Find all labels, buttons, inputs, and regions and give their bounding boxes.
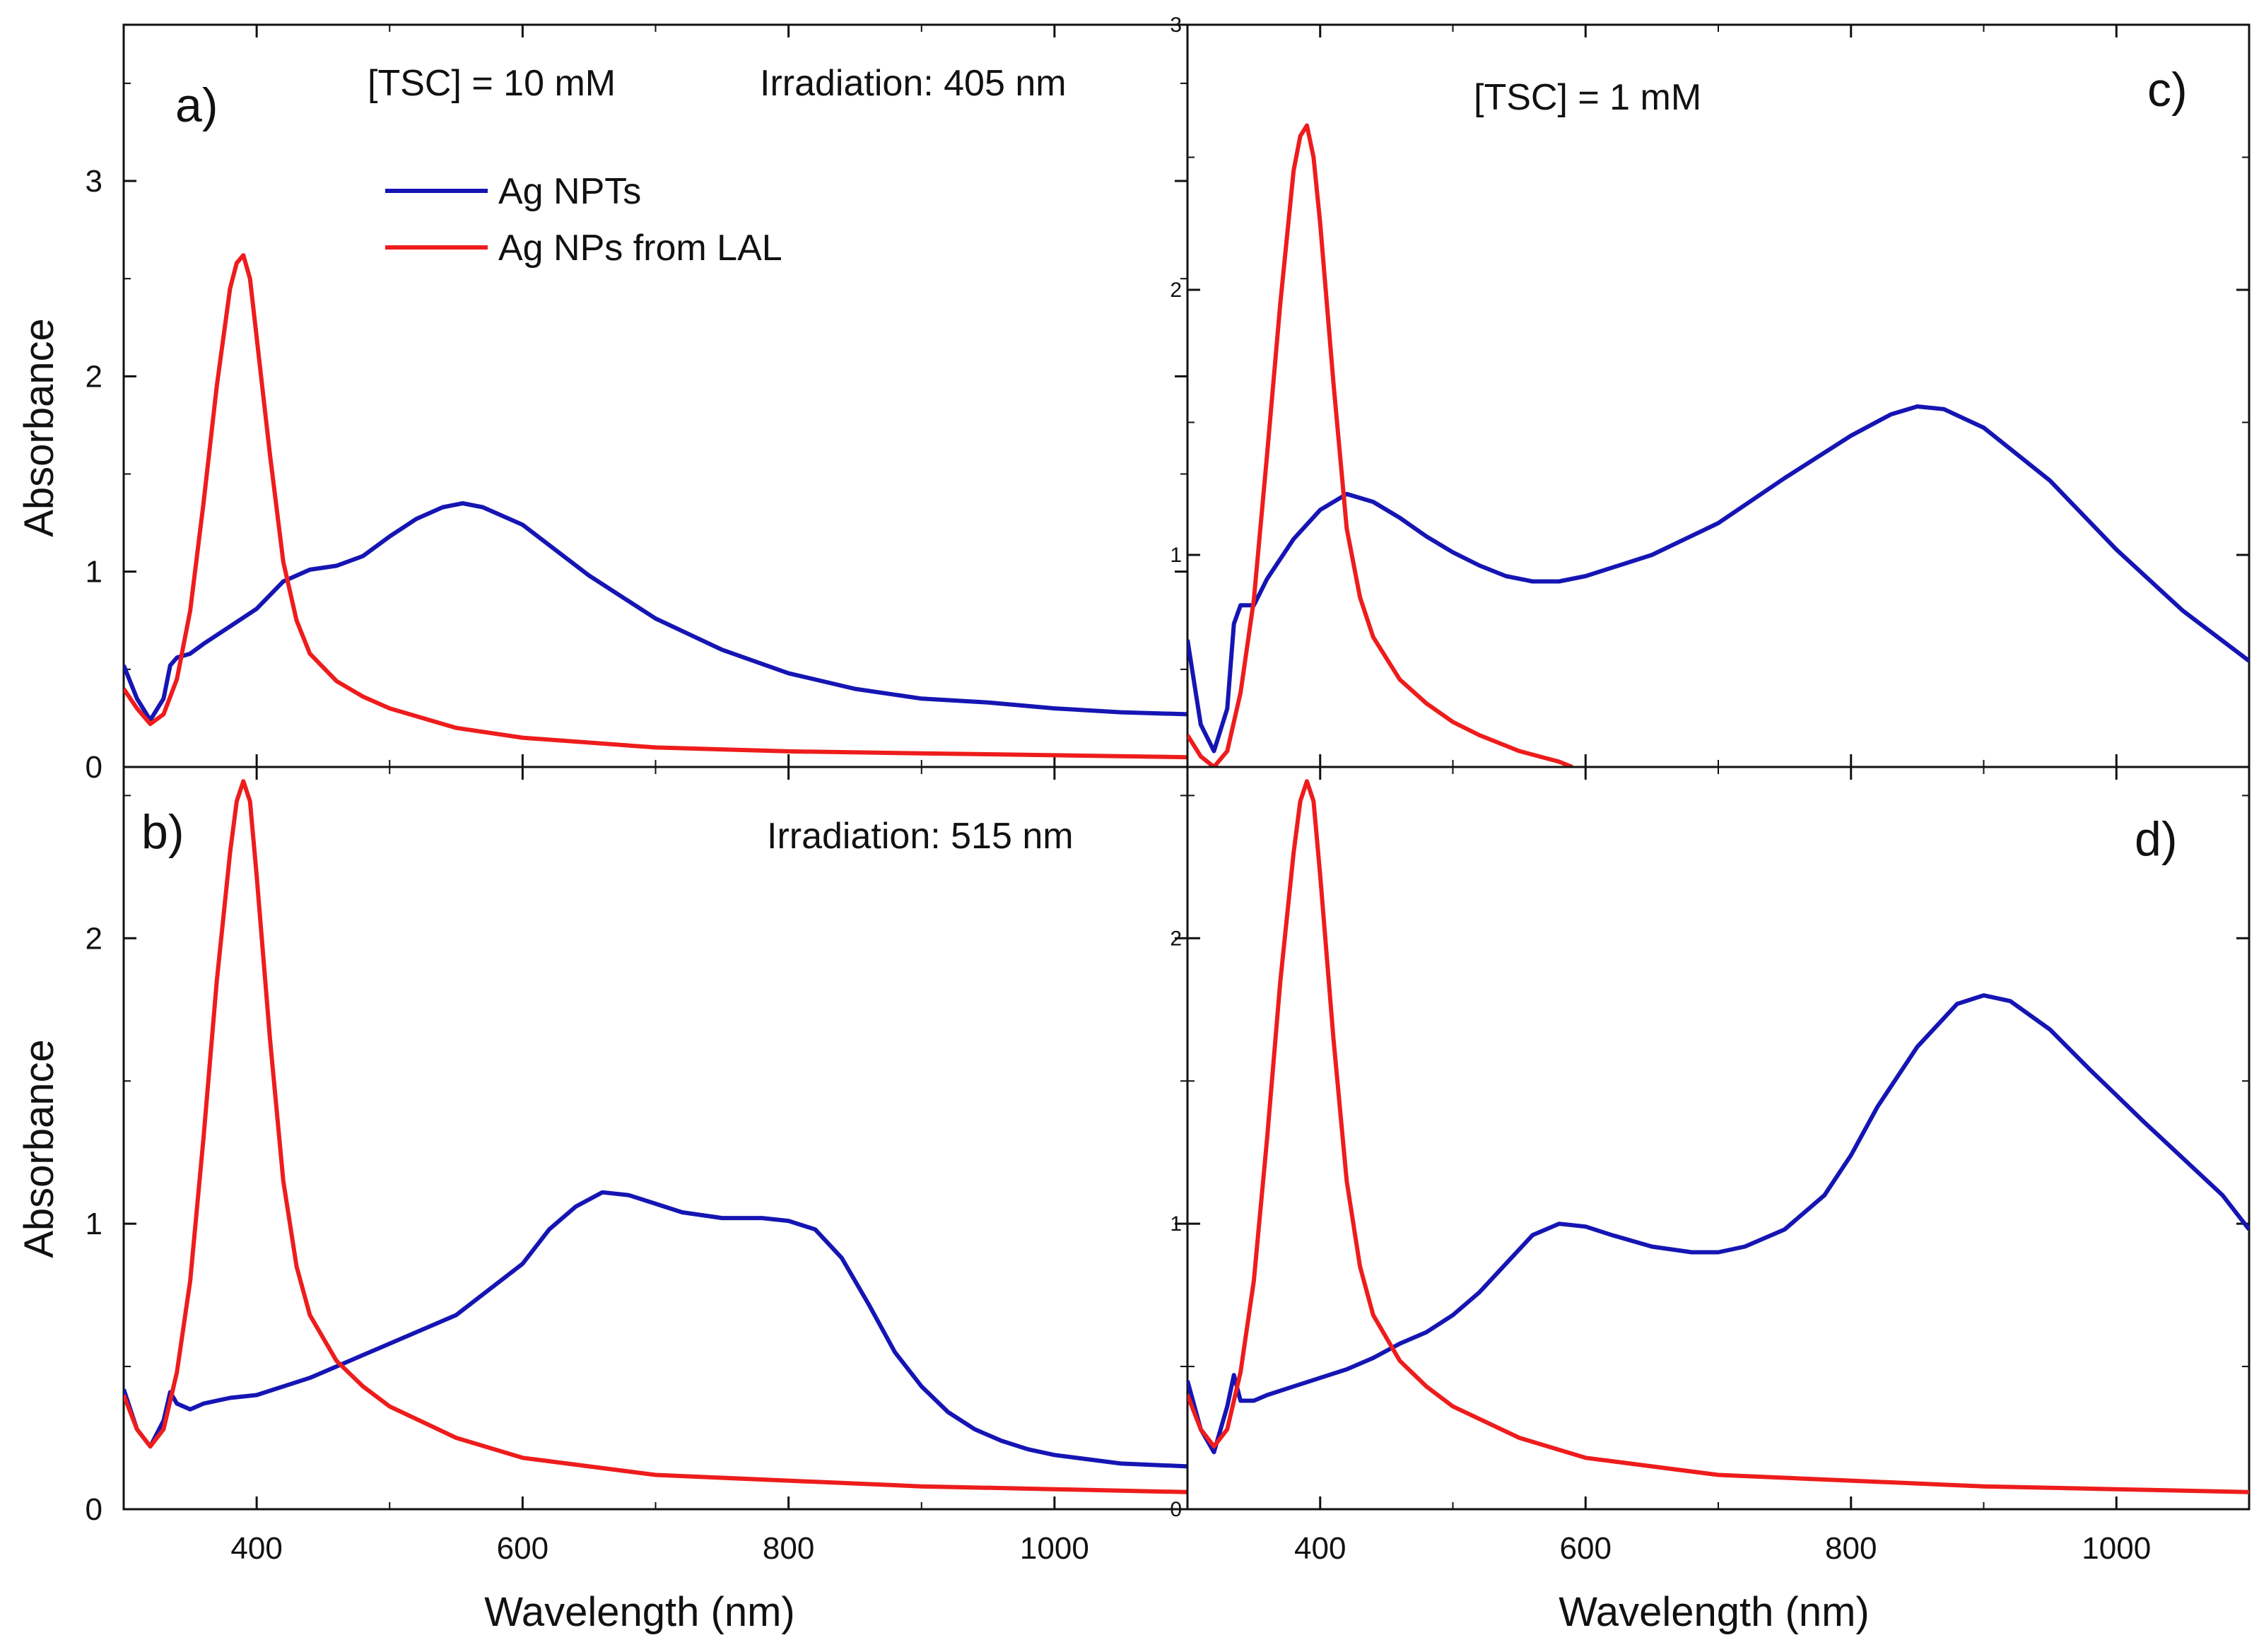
annotation-irradiation-405: Irradiation: 405 nm [760, 63, 1067, 104]
x-tick-label: 800 [1825, 1531, 1877, 1566]
series-line-ag-nps-from-lal [1187, 123, 1573, 767]
plot-frame [1186, 23, 2251, 768]
x-tick-label: 800 [763, 1531, 814, 1566]
panel-c: 1 2 3 [1170, 13, 2251, 768]
annotation-tsc-1mm: [TSC] = 1 mM [1474, 77, 1701, 118]
panel-b: 400 600 800 1000 0 1 2 [86, 766, 1189, 1566]
panels-layer: 0 1 2 3 1 2 3 400 600 800 1000 0 1 2 400 600 800 1000 0 1 2 [86, 13, 2251, 1566]
plot-frame [1186, 766, 2251, 1511]
series-line-ag-nps-from-lal [124, 253, 1187, 760]
plot-frame [122, 766, 1189, 1511]
y-axis-title-bottom: Absorbance [16, 1039, 62, 1258]
y-tick-label: 2 [86, 359, 102, 394]
series-line-ag-npts [124, 501, 1187, 722]
plot-frame [122, 23, 1189, 768]
series-line-ag-npts [1187, 993, 2249, 1455]
x-tick-label: 600 [1560, 1531, 1612, 1566]
y-tick-label: 3 [86, 164, 102, 199]
x-tick-label: 400 [230, 1531, 282, 1566]
y-tick-label: 3 [1170, 13, 1182, 37]
y-tick-label: 1 [86, 1207, 102, 1241]
series-line-ag-nps-from-lal [124, 779, 1187, 1494]
panel-label-d: d) [2135, 812, 2177, 866]
x-tick-label: 400 [1294, 1531, 1346, 1566]
annotation-irradiation-515: Irradiation: 515 nm [767, 816, 1074, 857]
y-tick-label: 1 [86, 555, 102, 590]
y-tick-label: 1 [1170, 544, 1182, 567]
panel-label-c: c) [2147, 63, 2188, 117]
y-tick-label: 2 [1170, 927, 1182, 950]
x-tick-label: 600 [497, 1531, 548, 1566]
y-tick-label: 2 [1170, 279, 1182, 302]
annotation-tsc-10mm: [TSC] = 10 mM [368, 63, 616, 104]
y-tick-label: 0 [86, 1492, 102, 1527]
x-axis-title-right: Wavelength (nm) [1559, 1589, 1869, 1635]
series-line-ag-npts [124, 1190, 1187, 1469]
legend: Ag NPTs Ag NPs from LAL [385, 171, 782, 269]
y-tick-label: 2 [86, 921, 102, 956]
panel-label-a: a) [175, 78, 218, 132]
x-tick-label: 1000 [2082, 1531, 2151, 1566]
y-tick-label: 1 [1170, 1212, 1182, 1236]
panel-a: 0 1 2 3 [86, 23, 1189, 785]
y-axis-title-top: Absorbance [16, 318, 62, 537]
series-line-ag-npts [1187, 404, 2249, 754]
y-tick-label: 0 [1170, 1498, 1182, 1521]
series-line-ag-nps-from-lal [1187, 779, 2249, 1494]
legend-label-ag-nps-lal: Ag NPs from LAL [498, 228, 782, 269]
panel-label-b: b) [141, 805, 184, 859]
panel-d: 400 600 800 1000 0 1 2 [1170, 766, 2251, 1566]
y-tick-label: 0 [86, 750, 102, 785]
x-tick-label: 1000 [1020, 1531, 1089, 1566]
legend-label-ag-npts: Ag NPTs [498, 171, 641, 212]
x-axis-title-left: Wavelength (nm) [484, 1589, 794, 1635]
